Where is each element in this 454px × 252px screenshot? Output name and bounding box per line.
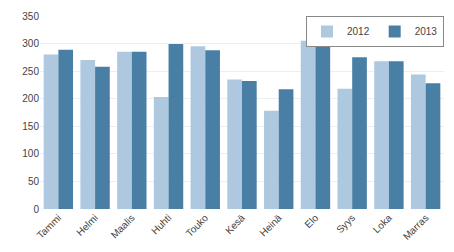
svg-text:Heinä: Heinä: [257, 212, 284, 239]
svg-text:Marras: Marras: [401, 212, 431, 242]
svg-text:Syys: Syys: [334, 212, 357, 235]
svg-text:Touko: Touko: [184, 212, 211, 239]
svg-text:2013: 2013: [415, 26, 438, 37]
svg-text:Maalis: Maalis: [109, 212, 137, 240]
svg-text:100: 100: [22, 148, 39, 159]
svg-text:150: 150: [22, 121, 39, 132]
svg-text:Helmi: Helmi: [74, 212, 100, 238]
svg-text:200: 200: [22, 93, 39, 104]
svg-text:Kesä: Kesä: [223, 212, 247, 236]
svg-text:50: 50: [28, 176, 40, 187]
svg-text:Elo: Elo: [302, 212, 320, 230]
svg-text:0: 0: [33, 204, 39, 215]
svg-text:250: 250: [22, 66, 39, 77]
svg-text:350: 350: [22, 11, 39, 22]
svg-text:Loka: Loka: [371, 212, 394, 235]
svg-text:Huhti: Huhti: [149, 212, 173, 236]
svg-text:2012: 2012: [347, 26, 370, 37]
svg-text:300: 300: [22, 38, 39, 49]
svg-text:Tammi: Tammi: [35, 212, 64, 241]
